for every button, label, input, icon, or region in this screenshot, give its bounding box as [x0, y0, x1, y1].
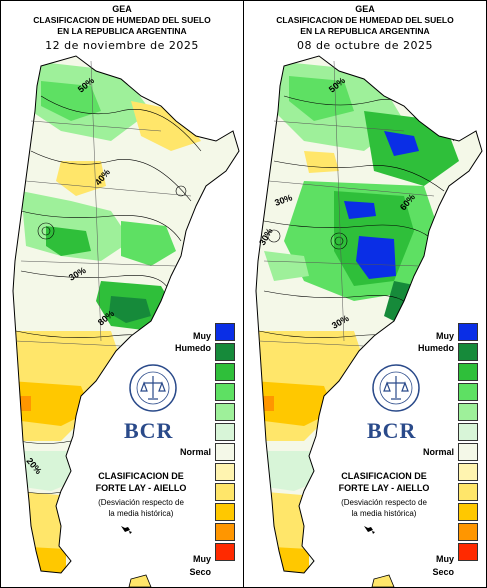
scale-swatch-6 [215, 423, 235, 441]
scale-swatch-10 [215, 503, 235, 521]
caption-line2: FORTE LAY - AIELLO [338, 483, 430, 493]
panel-title-line2: EN LA REPUBLICA ARGENTINA [57, 26, 187, 36]
caption-line1: CLASIFICACION DE [98, 471, 184, 481]
region-humedo-center-east [121, 221, 176, 266]
region-humedo-3-buenos-aires [109, 296, 151, 323]
scale-swatch-11 [458, 523, 478, 541]
contour-lines [15, 95, 202, 494]
malvinas-islands [364, 526, 375, 534]
panel-title-line2: EN LA REPUBLICA ARGENTINA [300, 26, 430, 36]
bcr-seal-icon [372, 364, 420, 412]
scale-swatch-4 [458, 383, 478, 401]
scale-swatch-8 [458, 463, 478, 481]
province-borders [258, 60, 435, 347]
caption-line4: la media histórica) [351, 509, 417, 518]
bcr-logo-text: BCR [367, 418, 417, 443]
caption-line4: la media histórica) [108, 509, 174, 518]
argentina-outline [12, 55, 240, 574]
caption-line2: FORTE LAY - AIELLO [95, 483, 187, 493]
panel-date: 12 de noviembre de 2025 [45, 39, 199, 52]
region-muy-humedo-buenos-aires [356, 236, 396, 279]
scale-swatch-1 [215, 323, 235, 341]
panel-date: 08 de octubre de 2025 [296, 39, 434, 52]
region-humedo-north [41, 81, 101, 121]
region-humedo-center [46, 226, 91, 256]
panel-header: GEA [355, 4, 375, 14]
panel-title-line1: CLASIFICACION DE HUMEDAD DEL SUELO [33, 15, 211, 25]
legend-label-humedo: Humedo [175, 343, 211, 353]
scale-swatch-5 [215, 403, 235, 421]
scale-swatch-3 [458, 363, 478, 381]
legend-label-seco: Seco [189, 567, 211, 577]
scale-swatch-12 [215, 543, 235, 561]
scale-swatch-10 [458, 503, 478, 521]
scale-swatch-12 [458, 543, 478, 561]
caption-line3: (Desviación respecto de [341, 498, 427, 507]
panel-title-line1: CLASIFICACION DE HUMEDAD DEL SUELO [276, 15, 454, 25]
scale-swatch-5 [458, 403, 478, 421]
region-muy-humedo-cordoba [344, 201, 376, 219]
scale-swatch-7 [458, 443, 478, 461]
malvinas-islands [121, 526, 132, 534]
scale-swatch-2 [458, 343, 478, 361]
legend-label-muy-top: Muy [193, 331, 211, 341]
caption-line1: CLASIFICACION DE [341, 471, 427, 481]
scale-swatch-3 [215, 363, 235, 381]
argentina-outline [255, 55, 483, 574]
bcr-seal-icon [129, 364, 177, 412]
scale-swatch-11 [215, 523, 235, 541]
legend-label-muy-top: Muy [436, 331, 454, 341]
map-panel-october: 50% 30% 60% 30% 30% GEA CLASIFICACION DE… [244, 1, 486, 587]
scale-swatch-9 [215, 483, 235, 501]
scale-swatch-1 [458, 323, 478, 341]
tierra-del-fuego [371, 574, 395, 587]
bcr-logo-text: BCR [124, 418, 174, 443]
panel-divider [243, 1, 244, 587]
scale-swatch-8 [215, 463, 235, 481]
panel-header: GEA [112, 4, 132, 14]
region-seco-center-north [304, 151, 339, 173]
legend-label-seco: Seco [432, 567, 454, 577]
region-seco-northeast [131, 101, 201, 151]
scale-swatch-2 [215, 343, 235, 361]
region-muy-humedo-northeast [384, 131, 419, 156]
region-seco-2-patagonia [256, 381, 334, 426]
tierra-del-fuego [128, 574, 152, 587]
legend-label-humedo: Humedo [418, 343, 454, 353]
soil-moisture-map-october: 50% 30% 60% 30% 30% [255, 55, 483, 587]
scale-swatch-4 [215, 383, 235, 401]
region-seco-2-patagonia [13, 381, 91, 426]
scale-swatch-7 [215, 443, 235, 461]
legend-label-muy-bottom: Muy [436, 554, 454, 564]
province-borders [15, 60, 192, 347]
region-humedo-north [289, 76, 354, 121]
caption-line3: (Desviación respecto de [98, 498, 184, 507]
map-panel-november: 50% 40% 30% 20% 80% GEA CLASIFICACION DE… [1, 1, 243, 587]
legend-label-muy-bottom: Muy [193, 554, 211, 564]
legend-label-normal: Normal [422, 447, 454, 457]
region-leve-humedo-cuyo [264, 251, 309, 281]
soil-moisture-map-november: 50% 40% 30% 20% 80% [12, 55, 240, 587]
legend-label-normal: Normal [179, 447, 211, 457]
scale-swatch-6 [458, 423, 478, 441]
scale-swatch-9 [458, 483, 478, 501]
